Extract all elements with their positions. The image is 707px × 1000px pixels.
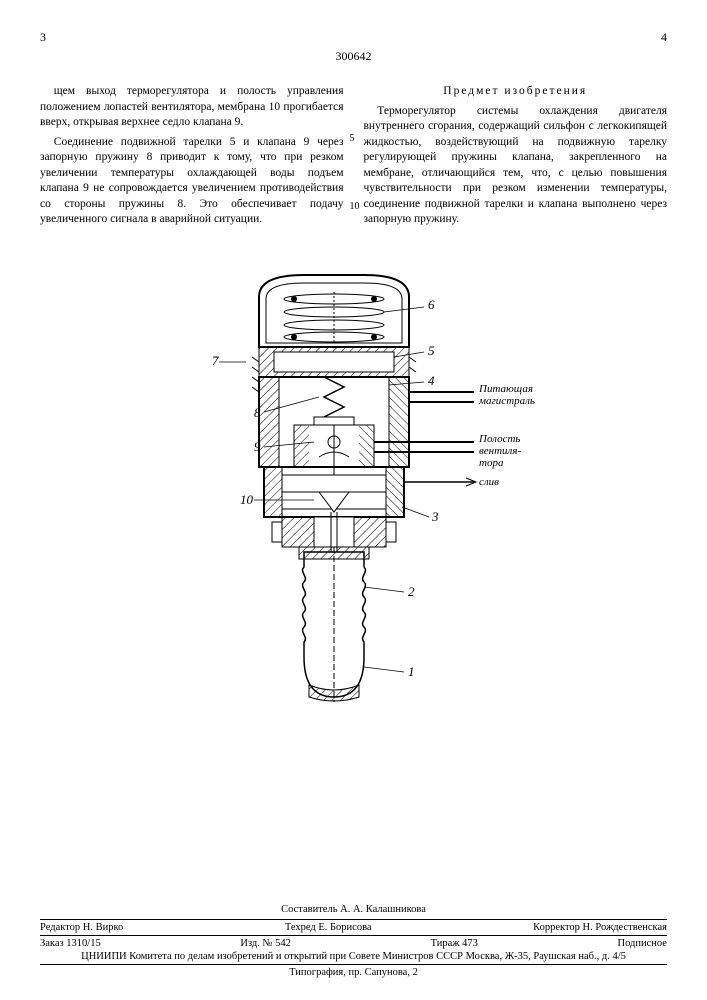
footer-print: Заказ 1310/15 Изд. № 542 Тираж 473 Подпи… bbox=[40, 938, 667, 949]
callout-2: 2 bbox=[408, 584, 415, 599]
doc-number: 300642 bbox=[40, 49, 667, 64]
page-numbers: 3 4 bbox=[40, 30, 667, 45]
left-p2: Соединение подвижной тарелки 5 и клапана… bbox=[40, 135, 344, 228]
claim-title: Предмет изобретения bbox=[364, 84, 668, 100]
page-num-left: 3 bbox=[40, 30, 46, 45]
footer: Составитель А. А. Калашникова Редактор Н… bbox=[40, 904, 667, 980]
label-drain: слив bbox=[479, 476, 499, 488]
left-p1: щем выход терморегулятора и полость упра… bbox=[40, 84, 344, 131]
footer-credits: Редактор Н. Вирко Техред Е. Борисова Кор… bbox=[40, 922, 667, 933]
footer-corrector: Корректор Н. Рождественская bbox=[533, 922, 667, 933]
right-p1: Терморегулятор системы охлаждения двигат… bbox=[364, 104, 668, 228]
left-column: щем выход терморегулятора и полость упра… bbox=[40, 84, 344, 232]
footer-author: Составитель А. А. Калашникова bbox=[40, 904, 667, 915]
thermoregulator-diagram: 7 6 5 4 8 9 10 3 2 1 Питающая магистраль… bbox=[164, 257, 544, 737]
text-columns: щем выход терморегулятора и полость упра… bbox=[40, 84, 667, 232]
line-marker-10: 10 bbox=[350, 200, 360, 214]
right-column: 5 10 Предмет изобретения Терморегулятор … bbox=[364, 84, 668, 232]
callout-5: 5 bbox=[428, 343, 435, 358]
label-feed: Питающая магистраль bbox=[478, 383, 536, 407]
diagram-container: 7 6 5 4 8 9 10 3 2 1 Питающая магистраль… bbox=[40, 247, 667, 747]
page-num-right: 4 bbox=[661, 30, 667, 45]
footer-tech: Техред Е. Борисова bbox=[285, 922, 372, 933]
footer-editor: Редактор Н. Вирко bbox=[40, 922, 123, 933]
page: 3 4 300642 щем выход терморегулятора и п… bbox=[0, 0, 707, 1000]
callout-7: 7 bbox=[212, 353, 219, 368]
callout-1: 1 bbox=[408, 664, 415, 679]
line-marker-5: 5 bbox=[350, 132, 355, 146]
footer-order: Заказ 1310/15 bbox=[40, 938, 101, 949]
footer-typo: Типография, пр. Сапунова, 2 bbox=[40, 967, 667, 978]
footer-izd: Изд. № 542 bbox=[240, 938, 291, 949]
label-cavity: Полость вентиля- тора bbox=[478, 433, 524, 469]
footer-org: ЦНИИПИ Комитета по делам изобретений и о… bbox=[40, 951, 667, 962]
callout-3: 3 bbox=[431, 509, 439, 524]
callout-9: 9 bbox=[254, 439, 261, 454]
callout-4: 4 bbox=[428, 373, 435, 388]
callout-8: 8 bbox=[254, 405, 261, 420]
callout-6: 6 bbox=[428, 297, 435, 312]
callout-10: 10 bbox=[240, 492, 254, 507]
footer-tirazh: Тираж 473 bbox=[431, 938, 478, 949]
footer-sub: Подписное bbox=[618, 938, 667, 949]
